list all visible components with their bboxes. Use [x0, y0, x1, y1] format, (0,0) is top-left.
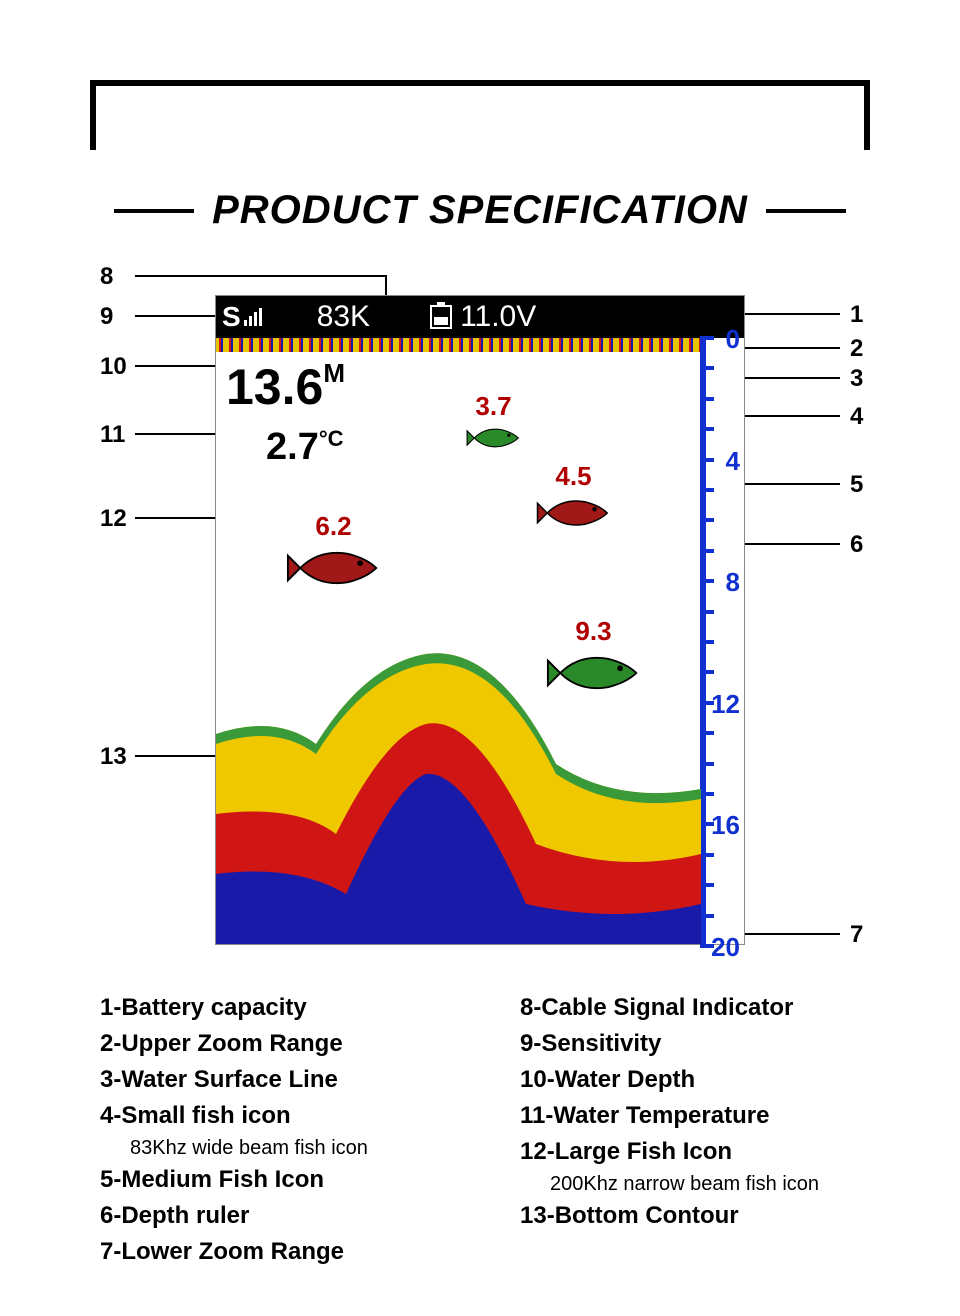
legend-item: 9-Sensitivity — [520, 1026, 900, 1062]
legend-item: 13-Bottom Contour — [520, 1198, 900, 1234]
legend-item: 7-Lower Zoom Range — [100, 1234, 480, 1270]
legend-item: 11-Water Temperature — [520, 1098, 900, 1134]
callout-number: 7 — [850, 921, 863, 949]
ruler-tick — [700, 610, 714, 614]
callout-line — [745, 933, 840, 935]
legend-item: 10-Water Depth — [520, 1062, 900, 1098]
callout-line — [135, 433, 220, 435]
callout-number: 5 — [850, 471, 863, 499]
depth-unit: M — [323, 358, 345, 388]
ruler-tick — [700, 883, 714, 887]
ruler-tick — [700, 640, 714, 644]
water-surface-line — [216, 338, 701, 352]
callout-line — [745, 543, 840, 545]
fish-icon — [466, 424, 521, 452]
ruler-tick — [700, 731, 714, 735]
legend-subtext: 200Khz narrow beam fish icon — [550, 1170, 900, 1198]
ruler-tick — [700, 366, 714, 370]
ruler-tick — [700, 792, 714, 796]
callout-number: 12 — [100, 505, 127, 533]
legend-col-left: 1-Battery capacity2-Upper Zoom Range3-Wa… — [100, 990, 480, 1270]
sensitivity-indicator: S — [222, 301, 241, 333]
title-bracket — [90, 80, 870, 150]
ruler-label: 12 — [711, 689, 740, 720]
callout-line — [745, 483, 840, 485]
callout-number: 10 — [100, 353, 127, 381]
callout-line — [135, 365, 220, 367]
legend-item: 12-Large Fish Icon — [520, 1134, 900, 1170]
callout-line — [135, 275, 385, 277]
ruler-tick — [700, 914, 714, 918]
callout-line — [745, 313, 840, 315]
ruler-tick — [700, 549, 714, 553]
fish-medium: 4.5 — [536, 461, 611, 532]
ruler-tick — [700, 579, 714, 583]
title-row: PRODUCT SPECIFICATION — [0, 188, 960, 233]
callout-number: 11 — [100, 421, 125, 449]
ruler-tick — [700, 518, 714, 522]
ruler-tick — [700, 853, 714, 857]
legend-subtext: 83Khz wide beam fish icon — [130, 1134, 480, 1162]
diagram-area: 8910111213 1234567 S 83K 11.0V 13.6M 2.7… — [0, 265, 960, 965]
ruler-label: 4 — [726, 446, 740, 477]
ruler-tick — [700, 762, 714, 766]
legend-item: 3-Water Surface Line — [100, 1062, 480, 1098]
ruler-label: 8 — [726, 567, 740, 598]
status-bar: S 83K 11.0V — [216, 296, 744, 338]
ruler-label: 16 — [711, 810, 740, 841]
callout-number: 13 — [100, 743, 127, 771]
depth-number: 13.6 — [226, 359, 323, 415]
fish-large: 6.2 — [286, 511, 381, 592]
callout-line — [385, 275, 387, 295]
temp-unit: °C — [319, 426, 344, 451]
device-screen: S 83K 11.0V 13.6M 2.7°C 048121620 3.74.5… — [215, 295, 745, 945]
ruler-tick — [700, 458, 714, 462]
callout-line — [135, 517, 220, 519]
callout-number: 3 — [850, 365, 863, 393]
fish-small: 3.7 — [466, 391, 521, 452]
voltage-readout: 11.0V — [460, 300, 536, 334]
ruler-tick — [700, 670, 714, 674]
ruler-tick — [700, 336, 714, 340]
ruler-tick — [700, 488, 714, 492]
legend-item: 4-Small fish icon — [100, 1098, 480, 1134]
callout-number: 6 — [850, 531, 863, 559]
callout-number: 8 — [100, 263, 113, 291]
title-rule-left — [114, 209, 194, 213]
callout-number: 2 — [850, 335, 863, 363]
depth-ruler: 048121620 — [700, 338, 744, 944]
page-title: PRODUCT SPECIFICATION — [194, 188, 766, 233]
callout-number: 9 — [100, 303, 113, 331]
frequency-readout: 83K — [317, 300, 370, 334]
signal-bars-icon — [244, 308, 262, 326]
legend-item: 1-Battery capacity — [100, 990, 480, 1026]
ruler-label: 20 — [711, 932, 740, 963]
callout-line — [135, 315, 220, 317]
title-rule-right — [766, 209, 846, 213]
legend-item: 8-Cable Signal Indicator — [520, 990, 900, 1026]
legend-item: 2-Upper Zoom Range — [100, 1026, 480, 1062]
legend-item: 5-Medium Fish Icon — [100, 1162, 480, 1198]
fish-icon — [286, 544, 381, 592]
water-depth-readout: 13.6M — [226, 358, 345, 416]
fish-depth-label: 4.5 — [536, 461, 611, 492]
battery-indicator: 11.0V — [430, 300, 536, 334]
fish-icon — [536, 494, 611, 532]
callout-number: 4 — [850, 403, 863, 431]
ruler-tick — [700, 397, 714, 401]
water-temp-readout: 2.7°C — [266, 426, 344, 469]
ruler-label: 0 — [726, 324, 740, 355]
bottom-contour — [216, 614, 701, 944]
battery-icon — [430, 305, 452, 329]
legend-col-right: 8-Cable Signal Indicator9-Sensitivity10-… — [520, 990, 900, 1270]
temp-number: 2.7 — [266, 426, 319, 468]
callout-line — [745, 415, 840, 417]
legend-item: 6-Depth ruler — [100, 1198, 480, 1234]
fish-depth-label: 6.2 — [286, 511, 381, 542]
callout-number: 1 — [850, 301, 863, 329]
fish-depth-label: 3.7 — [466, 391, 521, 422]
ruler-tick — [700, 427, 714, 431]
legend: 1-Battery capacity2-Upper Zoom Range3-Wa… — [100, 990, 900, 1270]
